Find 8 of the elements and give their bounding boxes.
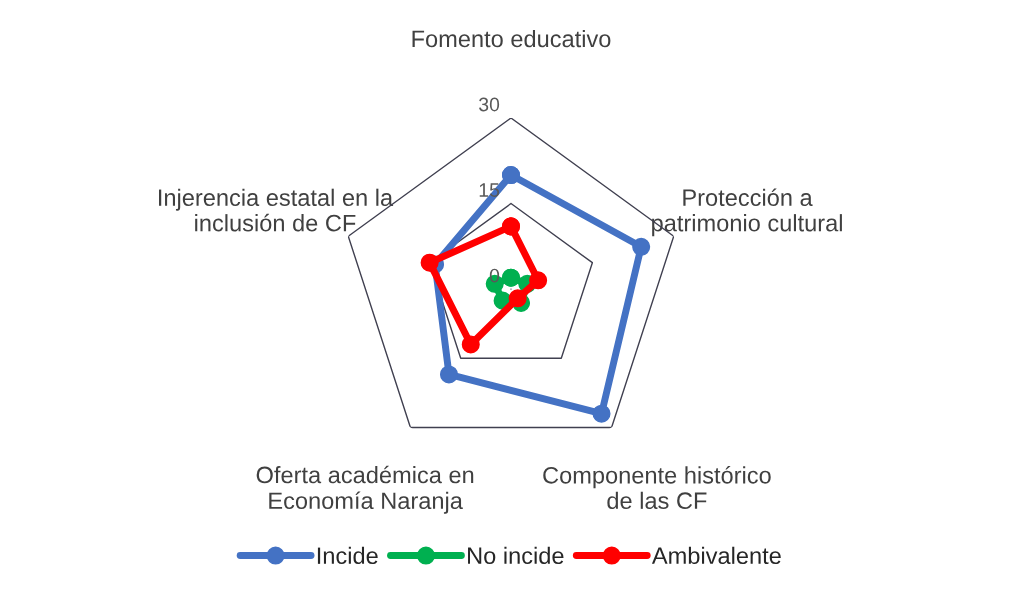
legend-label: No incide — [468, 546, 564, 565]
spoke-label: Fomento educativo — [412, 29, 611, 48]
spoke-label: Componente histórico de las CF — [543, 466, 771, 510]
legend-label: Ambivalente — [651, 546, 781, 565]
spoke-label: Oferta académica en Economía Naranja — [256, 465, 474, 514]
legend-label: Incide — [317, 546, 378, 565]
y-tick-label: 30 — [479, 97, 500, 112]
spoke-label: Injerencia estatal en la inclusión de CF — [159, 188, 394, 232]
